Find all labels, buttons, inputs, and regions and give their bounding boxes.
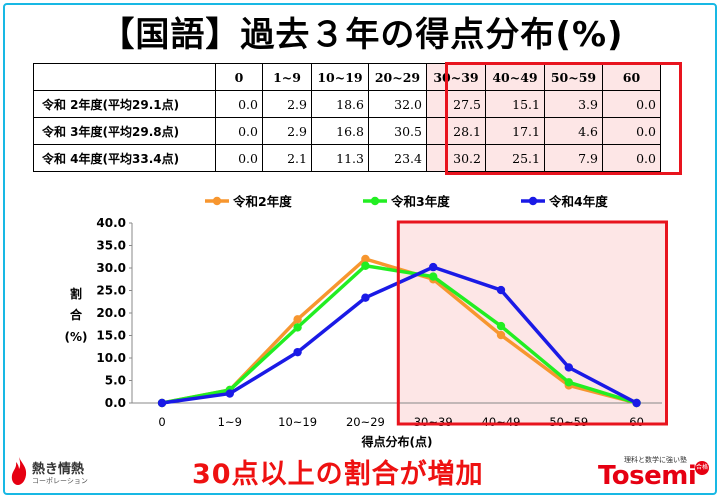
table-header-cell: 10~19 [311, 63, 369, 91]
table-cell: 18.6 [311, 90, 369, 118]
row-label: 令和 4年度(平均33.4点) [33, 144, 216, 172]
y-tick-label: 20.0 [96, 306, 126, 320]
y-tick-label: 30.0 [96, 261, 126, 275]
data-point [361, 261, 370, 270]
data-point [496, 285, 506, 295]
company-name: 熱き情熱 [32, 462, 85, 477]
y-axis-label: 合 [70, 307, 83, 322]
x-tick-label: 20~29 [346, 415, 385, 429]
company-subname: コーポレーション [32, 477, 88, 485]
table-cell: 4.6 [544, 117, 603, 145]
brand-badge: 合格 [695, 461, 709, 475]
table-cell: 15.1 [485, 90, 545, 118]
data-point [564, 378, 573, 387]
highlight-region [398, 222, 667, 424]
table-cell: 16.8 [311, 117, 369, 145]
highlight-border [396, 220, 668, 426]
table-cell: 17.1 [485, 117, 545, 145]
y-tick-label: 5.0 [105, 374, 126, 388]
y-tick-label: 35.0 [96, 239, 126, 253]
legend-marker [370, 196, 380, 206]
table-cell: 2.9 [262, 117, 312, 145]
data-point [496, 330, 506, 340]
x-axis-label: 得点分布(点) [361, 434, 433, 449]
table-cell: 2.1 [262, 144, 312, 172]
y-tick-label: 25.0 [96, 284, 126, 298]
table-cell: 30.2 [426, 144, 486, 172]
table-row: 令和 3年度(平均29.8点) 0.0 2.9 16.8 30.5 28.1 1… [33, 117, 661, 145]
table-cell: 0.0 [602, 90, 661, 118]
data-point [361, 254, 370, 264]
table-cell: 30.5 [368, 117, 427, 145]
legend-label: 令和2年度 [232, 194, 292, 209]
y-tick-label: 0.0 [105, 396, 126, 410]
data-point [564, 363, 573, 372]
y-tick-label: 15.0 [96, 329, 126, 343]
table-cell: 32.0 [368, 90, 427, 118]
highlight-message: 30点以上の割合が増加 [192, 459, 484, 490]
legend-marker [528, 196, 538, 206]
y-axis-label: (%) [65, 330, 88, 344]
brand-name: Tosemi [598, 461, 697, 491]
row-label: 令和 3年度(平均29.8点) [33, 117, 216, 145]
table-cell: 0.0 [602, 144, 661, 172]
data-point [293, 347, 302, 357]
x-tick-label: 30~39 [414, 415, 453, 429]
table-highlight-box [445, 62, 682, 175]
table-cell: 11.3 [311, 144, 369, 172]
table-header-cell: 60 [602, 63, 661, 91]
x-tick-label: 50~59 [549, 415, 588, 429]
table-cell: 28.1 [426, 117, 486, 145]
table-cell: 3.9 [544, 90, 603, 118]
x-tick-label: 40~49 [482, 415, 521, 429]
legend-label: 令和4年度 [548, 194, 608, 209]
data-point [429, 262, 438, 272]
x-tick-label: 10~19 [278, 415, 317, 429]
flame-icon [11, 457, 27, 485]
table-header-cell: 30~39 [426, 63, 486, 91]
legend-label: 令和3年度 [390, 194, 450, 209]
data-point [293, 323, 302, 332]
table-cell: 0.0 [602, 117, 661, 145]
data-point [293, 315, 302, 324]
x-tick-label: 60 [629, 415, 644, 429]
page-title: 【国語】過去３年の得点分布(%) [100, 15, 624, 55]
data-point [632, 398, 641, 408]
data-point [225, 389, 234, 398]
y-tick-label: 10.0 [96, 351, 126, 365]
table-cell: 0.0 [215, 144, 263, 172]
y-axis-label: 割 [70, 286, 82, 301]
data-point [496, 321, 506, 331]
table-header-cell: 50~59 [544, 63, 603, 91]
table-header-cell: 0 [215, 63, 263, 91]
brand-tagline: 理科と数学に強い塾 [624, 456, 687, 464]
table-cell: 23.4 [368, 144, 427, 172]
x-tick-label: 0 [158, 415, 165, 429]
legend-marker [212, 196, 222, 206]
row-label: 令和 2年度(平均29.1点) [33, 90, 216, 118]
table-header-cell: 20~29 [368, 63, 427, 91]
distribution-table: 0 1~9 10~19 20~29 30~39 40~49 50~59 60 令… [33, 63, 661, 172]
table-row: 令和 4年度(平均33.4点) 0.0 2.1 11.3 23.4 30.2 2… [33, 144, 661, 172]
x-tick-label: 1~9 [218, 415, 242, 429]
data-point [429, 272, 438, 281]
table-cell: 7.9 [544, 144, 603, 172]
data-point [157, 398, 167, 408]
data-point [361, 293, 370, 302]
y-tick-label: 40.0 [96, 216, 126, 230]
table-header-cell: 40~49 [485, 63, 545, 91]
